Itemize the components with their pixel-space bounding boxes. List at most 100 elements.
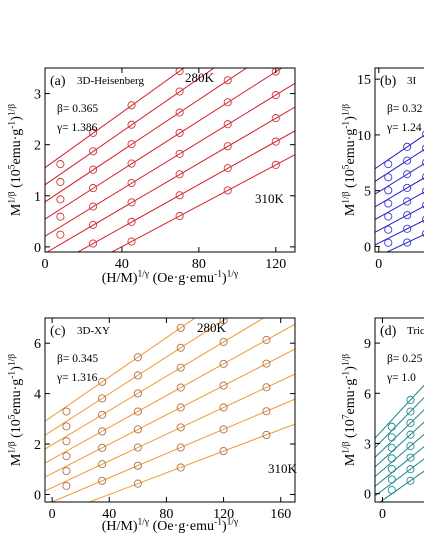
- fit-line: [76, 130, 295, 252]
- data-point: [406, 395, 415, 405]
- gamma-value: γ= 1.24: [386, 122, 422, 134]
- data-point: [262, 407, 271, 416]
- fit-line: [45, 68, 215, 186]
- axes-frame: [44, 67, 296, 253]
- fit-line: [375, 163, 424, 195]
- model-name: 3I: [407, 75, 417, 87]
- data-point: [384, 225, 393, 234]
- data-point: [133, 461, 142, 470]
- fit-line: [375, 191, 424, 220]
- data-point: [175, 87, 184, 96]
- data-point: [133, 389, 142, 398]
- label-part: M: [9, 203, 24, 216]
- fit-line: [375, 421, 424, 468]
- data-point: [98, 443, 107, 452]
- data-point: [422, 201, 424, 209]
- temperature-label: 310K: [255, 191, 285, 206]
- data-point: [384, 173, 393, 182]
- data-point: [406, 418, 415, 428]
- data-point: [387, 433, 396, 442]
- data-point: [406, 465, 415, 474]
- y-tick-label: 0: [364, 240, 371, 255]
- y-tick-label: 0: [34, 241, 41, 256]
- y-tick-label: 2: [34, 139, 41, 154]
- y-axis-label: M1/β (105emu·g-1)1/β: [342, 104, 358, 216]
- data-point: [133, 425, 142, 434]
- fit-line: [45, 348, 295, 478]
- data-point: [176, 343, 185, 352]
- label-part: 1/β: [8, 354, 18, 366]
- data-point: [89, 184, 98, 193]
- label-part: ): [222, 271, 227, 286]
- data-point: [262, 430, 271, 440]
- data-point: [133, 479, 142, 488]
- y-tick-label: 5: [364, 185, 371, 200]
- data-point: [384, 199, 393, 208]
- data-point: [98, 427, 107, 436]
- data-point: [262, 359, 271, 368]
- x-tick-label: 160: [270, 507, 291, 522]
- label-part: 5: [342, 164, 352, 169]
- data-point: [271, 91, 280, 100]
- fit-line: [110, 154, 295, 252]
- data-point: [262, 335, 271, 344]
- label-part: 7: [342, 414, 352, 419]
- data-point: [403, 238, 412, 247]
- temperature-label: 310K: [268, 461, 298, 476]
- y-tick-label: 10: [357, 129, 371, 144]
- fit-line: [46, 106, 295, 252]
- label-part: -1: [342, 371, 352, 379]
- data-point: [175, 128, 184, 137]
- panel-label: (c): [50, 324, 66, 339]
- data-point: [176, 363, 185, 372]
- data-point: [98, 476, 107, 485]
- data-point: [89, 165, 98, 174]
- fit-line: [375, 384, 424, 439]
- data-point: [271, 137, 280, 146]
- y-tick-label: 1: [34, 190, 41, 205]
- data-point: [56, 160, 65, 169]
- data-point: [175, 170, 184, 179]
- data-point: [89, 202, 98, 211]
- label-part: (10: [9, 419, 24, 441]
- data-point: [62, 466, 71, 476]
- data-point: [403, 156, 412, 165]
- label-part: 1/β: [8, 441, 18, 453]
- data-point: [219, 318, 228, 325]
- gamma-value: γ= 1.386: [56, 122, 98, 134]
- temperature-label: 280K: [197, 320, 227, 335]
- x-tick-label: 120: [213, 507, 234, 522]
- label-part: (Oe·g·emu: [149, 271, 214, 286]
- data-point: [223, 76, 232, 85]
- data-point: [56, 195, 65, 204]
- data-point: [219, 381, 228, 390]
- data-point: [403, 197, 412, 206]
- data-point: [98, 460, 107, 469]
- data-point: [262, 383, 271, 392]
- label-part: ): [343, 116, 358, 121]
- data-point: [406, 442, 415, 451]
- data-point: [422, 187, 424, 195]
- fit-line: [45, 82, 295, 237]
- fit-line: [375, 219, 424, 246]
- x-tick-label: 40: [102, 507, 116, 522]
- label-part: emu·g: [343, 379, 358, 415]
- data-point: [223, 164, 232, 173]
- fit-line: [50, 398, 295, 502]
- fit-line: [45, 68, 283, 220]
- label-part: ): [9, 366, 24, 371]
- data-point: [406, 430, 415, 439]
- label-part: 1/β: [342, 191, 352, 203]
- data-point: [176, 403, 185, 412]
- y-axis-label: M1/β (105emu·g-1)1/β: [8, 354, 24, 466]
- label-part: emu·g: [9, 129, 24, 165]
- data-point: [271, 68, 280, 76]
- data-point: [387, 454, 396, 463]
- data-point: [127, 217, 136, 226]
- data-point: [422, 230, 424, 238]
- y-tick-label: 6: [34, 337, 41, 352]
- beta-value: β= 0.32: [387, 103, 423, 115]
- plot-area: [45, 318, 295, 502]
